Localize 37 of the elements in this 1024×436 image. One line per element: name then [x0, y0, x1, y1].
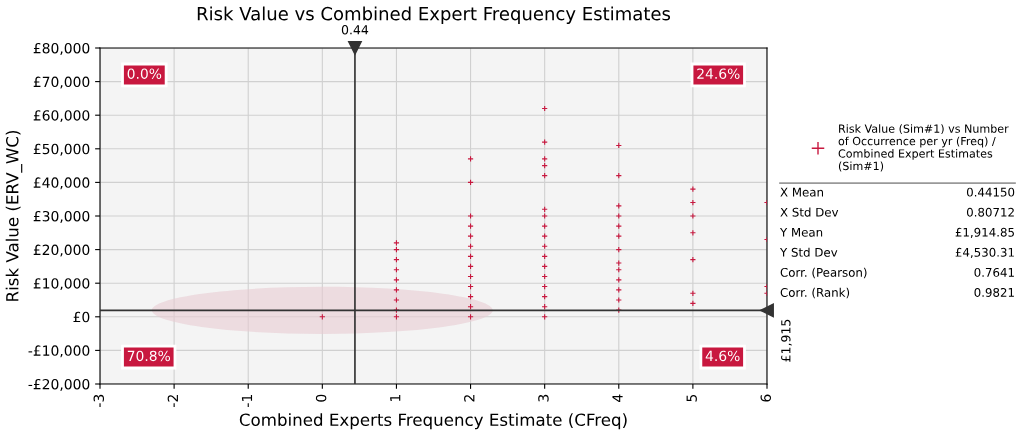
legend-label: Risk Value (Sim#1) vs Number of Occurrence per yr (Freq) / Combined Expert Estimates (Sim#1) [838, 124, 1009, 172]
y-tick-label: £80,000 [33, 42, 90, 55]
y-axis-title: Risk Value (ERV_WC) [5, 130, 23, 301]
x-tick-label: 6 [760, 394, 772, 402]
y-tick-label: £0 [73, 311, 90, 323]
x-tick-label: 1 [390, 395, 401, 402]
y-tick-label: -£20,000 [28, 378, 90, 391]
x-tick-label: -2 [167, 395, 178, 407]
ref-line-label: 0.44 [341, 25, 369, 35]
ref-line-label: £1,915 [781, 319, 792, 362]
x-tick-label: -1 [241, 395, 253, 407]
x-axis-title: Combined Experts Frequency Estimate (CFreq) [239, 413, 627, 430]
y-tick-label: £10,000 [33, 278, 90, 291]
text: X Mean 0.44150 [780, 187, 1015, 197]
annotation: 70.8% [127, 350, 171, 362]
x-tick-label: -3 [93, 394, 105, 407]
text: Corr. (Pearson) 0.7641 [780, 267, 1014, 279]
x-tick-label: 3 [538, 394, 549, 402]
x-tick-label: 0 [315, 394, 327, 402]
x-tick-label: 2 [464, 395, 475, 402]
text: Y Std Dev £4,530.31 [779, 247, 1014, 258]
annotation: 4.6% [705, 350, 740, 362]
chart-title: Risk Value vs Combined Expert Frequency Estimates [197, 6, 671, 24]
annotation: 0.0% [127, 68, 162, 79]
y-tick-label: -£10,000 [28, 345, 90, 358]
text: Corr. (Rank) 0.9821 [780, 287, 1014, 299]
y-tick-label: £50,000 [33, 143, 90, 156]
y-tick-label: £60,000 [33, 110, 90, 123]
y-tick-label: £70,000 [33, 76, 90, 89]
y-tick-label: £20,000 [33, 244, 90, 257]
x-tick-label: 5 [686, 394, 697, 402]
annotation: 24.6% [697, 68, 740, 79]
y-tick-label: £40,000 [33, 177, 90, 190]
text: X Std Dev 0.80712 [780, 207, 1014, 217]
x-tick-label: 4 [612, 394, 623, 402]
text: Y Mean £1,914.85 [779, 227, 1014, 238]
y-tick-label: £30,000 [33, 210, 90, 223]
